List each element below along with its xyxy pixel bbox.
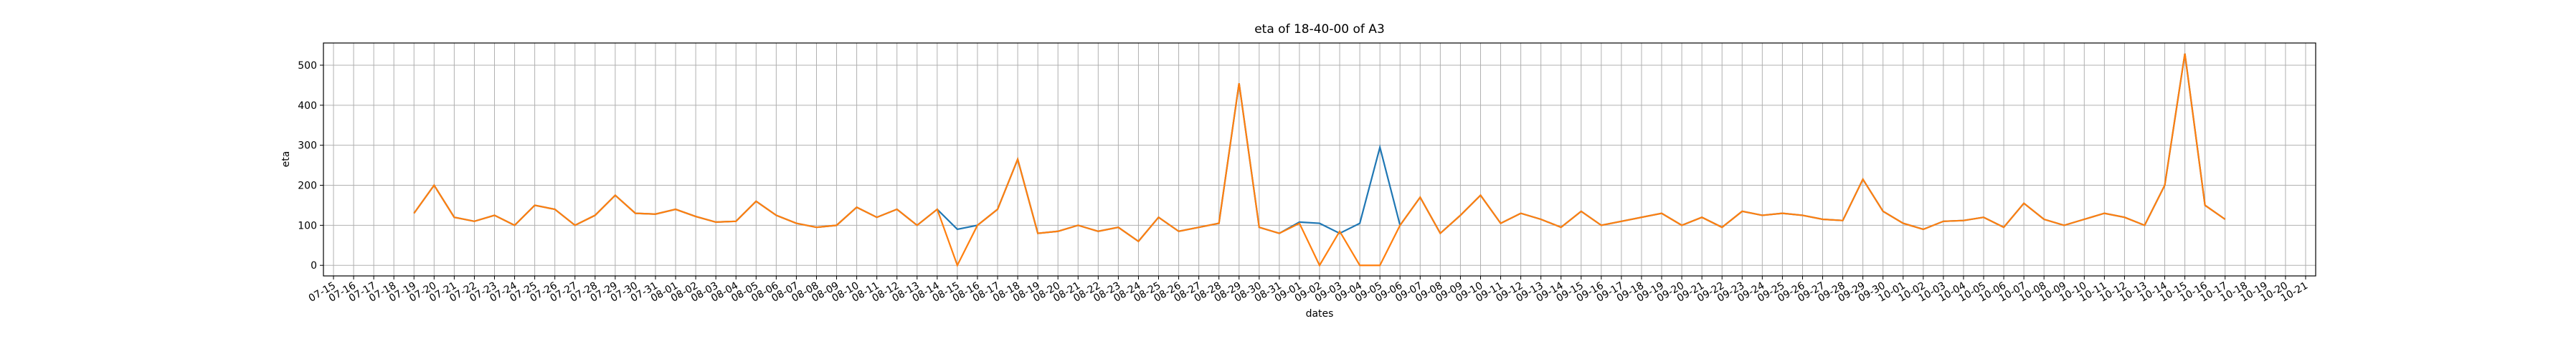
y-tick-label: 500 (298, 60, 317, 72)
plot-frame (323, 42, 2316, 277)
y-tick-label: 0 (311, 260, 317, 272)
y-axis-label: eta (280, 151, 292, 168)
y-tick-label: 300 (298, 140, 317, 152)
x-axis-label: dates (1306, 308, 1334, 320)
y-tick-label: 200 (298, 181, 317, 192)
y-tick-label: 400 (298, 100, 317, 112)
data-line (413, 53, 2226, 268)
y-tick-label: 100 (298, 220, 317, 231)
chart-title: eta of 18-40-00 of A3 (1254, 22, 1385, 37)
